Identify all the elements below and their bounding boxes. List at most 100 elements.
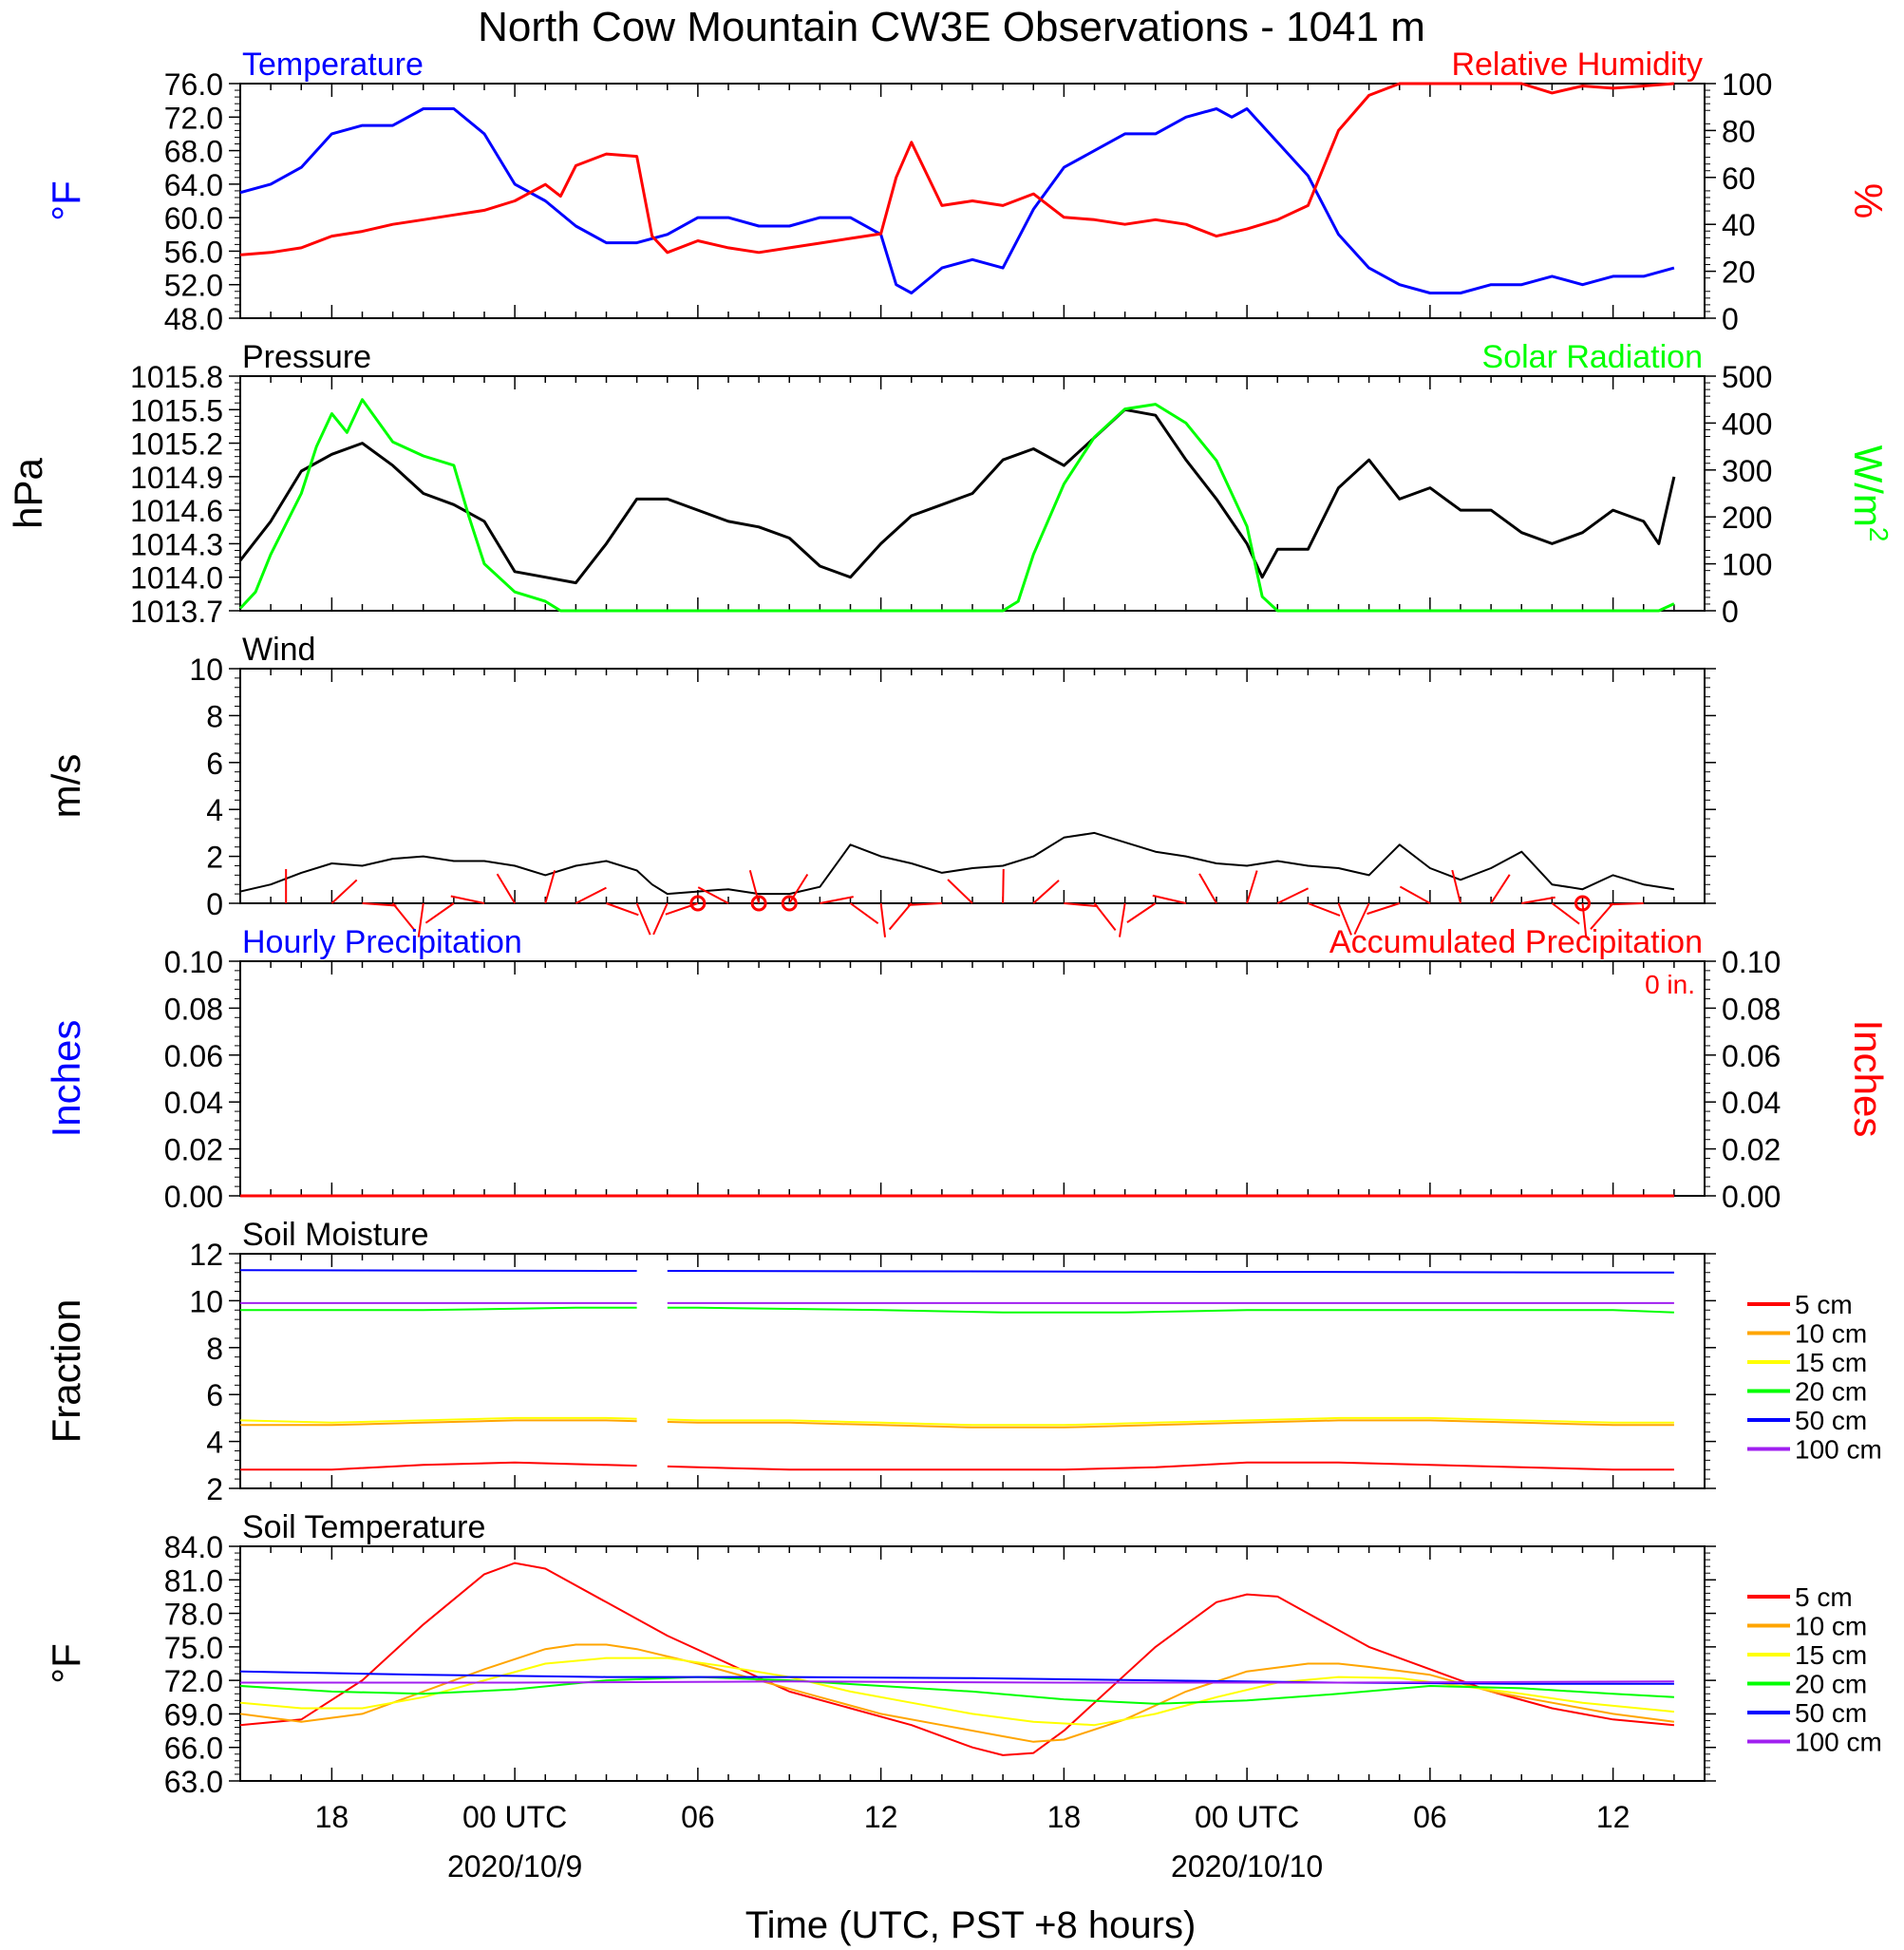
y-left-tick-label: 1015.8 [130,360,223,394]
panel-title-left: Soil Moisture [242,1217,429,1253]
y-right-tick-label: 0.02 [1722,1133,1781,1167]
wind-barb [362,902,397,907]
wind-barb [606,902,639,917]
y-left-tick-label: 48.0 [164,302,223,336]
y-right-tick-label: 0.00 [1722,1180,1781,1214]
legend-label: 50 cm [1795,1698,1867,1728]
wind-barb [1093,902,1117,931]
series-line-20-cm [240,1306,637,1312]
y-left-axis-label: hPa [6,457,50,528]
x-tick-label: 18 [315,1800,349,1834]
y-left-tick-label: 10 [189,653,223,687]
wind-barb [947,879,973,904]
series-line-15-cm [667,1416,1674,1427]
chart-title: North Cow Mountain CW3E Observations - 1… [478,4,1425,50]
x-tick-date-label: 2020/10/10 [1171,1849,1323,1884]
y-left-tick-label: 75.0 [164,1631,223,1665]
wind-barb [544,870,556,904]
calm-wind-marker [689,895,707,912]
y-left-tick-label: 60.0 [164,201,223,236]
y-left-tick-label: 72.0 [164,101,223,135]
series-line-100-cm [240,1680,1674,1684]
y-left-tick-label: 0.08 [164,992,223,1026]
y-left-tick-label: 68.0 [164,135,223,169]
series-line-wind [239,831,1675,896]
wind-barb [424,902,455,924]
series-line-5-cm [240,1461,637,1471]
wind-barb [417,902,424,937]
y-left-tick-label: 12 [189,1238,223,1272]
y-right-tick-label: 500 [1722,360,1772,394]
calm-wind-marker [750,895,767,912]
accumulated-total-label: 0 in. [1645,970,1695,999]
panel-title-left: Wind [242,632,315,668]
wind-barb [879,902,887,937]
wind-barb [450,895,485,904]
y-right-tick-label: 60 [1722,161,1756,196]
y-left-tick-label: 10 [189,1284,223,1318]
y-left-tick-label: 0.02 [164,1133,223,1167]
legend-label: 100 cm [1795,1728,1882,1757]
wind-barb [1521,896,1555,904]
series-line-pressure [238,407,1676,585]
y-right-tick-label: 0 [1722,302,1739,336]
panel-title-right: Solar Radiation [1482,339,1703,375]
panel-title-left: Pressure [242,339,371,375]
x-tick-label: 00 UTC [462,1800,567,1834]
y-left-tick-label: 0.06 [164,1039,223,1073]
wind-barb [1002,868,1005,904]
y-right-tick-label: 40 [1722,208,1756,242]
series-line-50-cm [239,1269,637,1272]
panel-precipitation: 0.00 0.02 0.04 0.06 0.08 0.10 0.00 0.02 0.04 0.06… [44,924,1891,1214]
y-right-tick-label: 400 [1722,407,1772,441]
y-left-tick-label: 0 [206,887,223,921]
y-left-tick-label: 81.0 [164,1563,223,1598]
series-line-15-cm [239,1416,637,1424]
panel-title-left: Hourly Precipitation [242,924,522,960]
x-tick-label: 06 [681,1800,715,1834]
wind-barb [1590,902,1614,930]
wind-barb [1451,869,1461,904]
y-left-tick-label: 76.0 [164,67,223,102]
wind-barb [1308,902,1341,917]
y-left-tick-label: 8 [206,1332,223,1366]
wind-barb [1399,885,1431,904]
wind-barb [1353,902,1370,936]
panel-soil-temperature: 63.066.069.072.075.078.081.084.0 °F Soil T… [44,1509,1882,1884]
wind-barb [1609,902,1644,906]
legend-label: 50 cm [1795,1406,1867,1435]
y-left-tick-label: 1014.9 [130,461,223,495]
y-left-tick-label: 69.0 [164,1697,223,1732]
y-left-tick-label: 64.0 [164,168,223,202]
y-left-tick-label: 0.04 [164,1086,223,1120]
wind-barb [1490,874,1511,904]
legend-label: 5 cm [1795,1290,1853,1319]
y-left-tick-label: 1014.0 [130,561,223,596]
y-left-tick-label: 1014.6 [130,494,223,528]
x-tick-label: 06 [1413,1800,1447,1834]
series-line-50-cm [239,1670,1674,1685]
y-left-tick-label: 6 [206,747,223,781]
y-left-tick-label: 72.0 [164,1664,223,1698]
y-left-tick-label: 2 [206,841,223,875]
y-right-tick-label: 0.06 [1722,1039,1781,1073]
series-line-10-cm [667,1419,1674,1429]
series-line-20-cm [239,1675,1674,1705]
x-tick-label: 00 UTC [1195,1800,1299,1834]
y-left-tick-label: 78.0 [164,1598,223,1632]
series-line-5-cm [239,1562,1674,1756]
wind-barb [788,873,809,904]
panel-title-left: Temperature [242,47,424,83]
panel-title-right: Accumulated Precipitation [1329,924,1703,960]
calm-wind-marker [781,895,798,912]
y-left-axis-label: m/s [44,754,88,819]
panel-temperature-humidity: 48.052.056.060.064.068.072.076.0 0 20 40 60 8… [44,47,1891,336]
wind-barb [330,879,358,904]
y-right-tick-label: 200 [1722,501,1772,535]
wind-barb [907,902,942,906]
y-left-tick-label: 4 [206,1426,223,1460]
wind-barb [1119,902,1126,937]
plot-frame [239,1253,1706,1489]
wind-barb [1337,902,1352,936]
